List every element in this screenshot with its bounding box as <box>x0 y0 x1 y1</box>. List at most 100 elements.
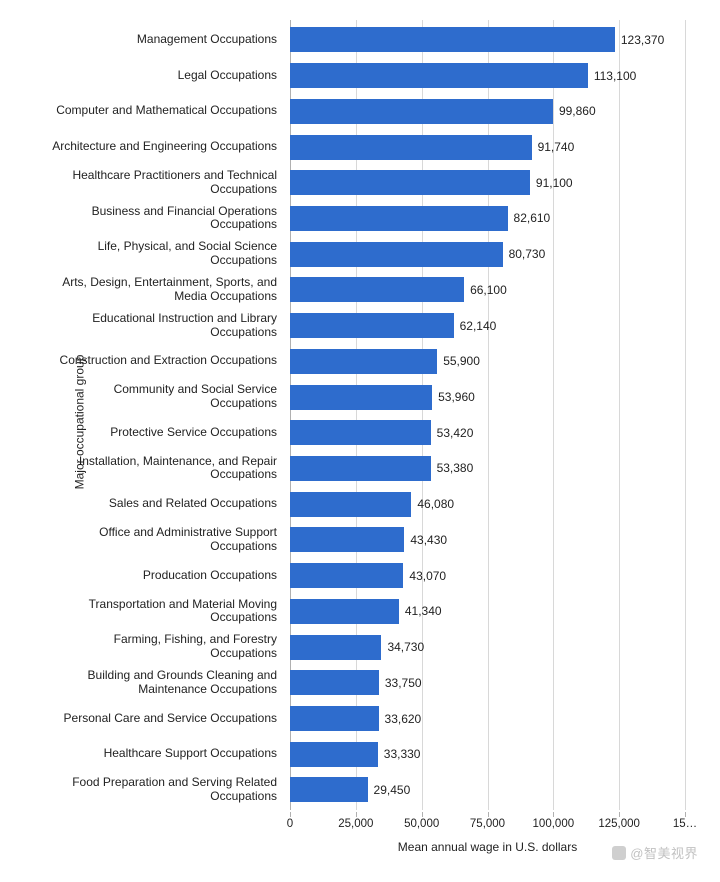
bar-value-label: 113,100 <box>594 69 637 83</box>
category-label: Healthcare Practitioners and Technical O… <box>45 169 283 197</box>
bar[interactable]: 99,860 <box>290 99 553 124</box>
category-label: Life, Physical, and Social Science Occup… <box>45 240 283 268</box>
category-label: Arts, Design, Entertainment, Sports, and… <box>45 276 283 304</box>
bars: 123,370 113,100 99,860 91,740 91,100 82,610 80… <box>290 20 685 810</box>
bar-row: 99,860 <box>290 97 685 125</box>
bar[interactable]: 53,960 <box>290 385 432 410</box>
bar-value-label: 82,610 <box>514 211 551 225</box>
watermark-text: @智美视界 <box>630 846 698 861</box>
category-label: Legal Occupations <box>45 62 283 90</box>
bar-value-label: 62,140 <box>460 319 497 333</box>
bar[interactable]: 33,620 <box>290 706 379 731</box>
bar[interactable]: 80,730 <box>290 242 503 267</box>
bar[interactable]: 55,900 <box>290 349 437 374</box>
x-tick <box>488 812 489 817</box>
x-tick-label: 50,000 <box>404 818 439 830</box>
bar[interactable]: 53,420 <box>290 420 431 445</box>
wage-bar-chart[interactable]: Major occupational group Management Occu… <box>0 0 720 882</box>
bar[interactable]: 113,100 <box>290 63 588 88</box>
bar-row: 55,900 <box>290 347 685 375</box>
category-label: Building and Grounds Cleaning and Mainte… <box>45 669 283 697</box>
bar-value-label: 46,080 <box>417 497 454 511</box>
bar[interactable]: 66,100 <box>290 277 464 302</box>
bar-row: 113,100 <box>290 62 685 90</box>
bar-row: 91,100 <box>290 169 685 197</box>
bar[interactable]: 91,100 <box>290 170 530 195</box>
bar[interactable]: 62,140 <box>290 313 454 338</box>
category-label: Transportation and Material Moving Occup… <box>45 597 283 625</box>
category-label: Protective Service Occupations <box>45 419 283 447</box>
bar-row: 53,380 <box>290 454 685 482</box>
category-label: Producation Occupations <box>45 562 283 590</box>
bar-value-label: 53,960 <box>438 390 475 404</box>
x-tick-label: 125,000 <box>598 818 640 830</box>
category-label: Installation, Maintenance, and Repair Oc… <box>45 454 283 482</box>
bar-row: 91,740 <box>290 133 685 161</box>
bar-row: 123,370 <box>290 26 685 54</box>
x-tick <box>290 812 291 817</box>
bar-value-label: 99,860 <box>559 104 596 118</box>
bar-value-label: 53,380 <box>437 461 474 475</box>
bar-value-label: 80,730 <box>509 247 546 261</box>
category-label: Sales and Related Occupations <box>45 490 283 518</box>
bar-row: 33,620 <box>290 705 685 733</box>
bar-row: 80,730 <box>290 240 685 268</box>
category-label: Business and Financial Operations Occupa… <box>45 204 283 232</box>
bar-row: 82,610 <box>290 204 685 232</box>
bar[interactable]: 123,370 <box>290 27 615 52</box>
bar[interactable]: 53,380 <box>290 456 431 481</box>
bar-value-label: 66,100 <box>470 283 507 297</box>
category-label: Construction and Extraction Occupations <box>45 347 283 375</box>
bar-value-label: 123,370 <box>621 33 664 47</box>
category-label: Office and Administrative Support Occupa… <box>45 526 283 554</box>
bar[interactable]: 43,430 <box>290 527 404 552</box>
bar-row: 43,430 <box>290 526 685 554</box>
x-tick <box>422 812 423 817</box>
bar-value-label: 53,420 <box>437 426 474 440</box>
bar-value-label: 33,620 <box>385 712 422 726</box>
bar-row: 41,340 <box>290 597 685 625</box>
bar-value-label: 29,450 <box>374 783 411 797</box>
category-labels: Management Occupations Legal Occupations C… <box>45 20 283 810</box>
bar-row: 62,140 <box>290 312 685 340</box>
bar-value-label: 41,340 <box>405 604 442 618</box>
bar[interactable]: 34,730 <box>290 635 381 660</box>
watermark-logo-icon <box>612 846 626 860</box>
watermark: @智美视界 <box>612 843 698 862</box>
bar-row: 66,100 <box>290 276 685 304</box>
x-tick-label: 0 <box>287 818 293 830</box>
bar-value-label: 33,750 <box>385 676 422 690</box>
bar-value-label: 43,070 <box>409 569 446 583</box>
bar[interactable]: 91,740 <box>290 135 532 160</box>
x-tick <box>619 812 620 817</box>
x-tick <box>553 812 554 817</box>
bar-row: 34,730 <box>290 633 685 661</box>
bar-row: 46,080 <box>290 490 685 518</box>
category-label: Personal Care and Service Occupations <box>45 705 283 733</box>
x-tick-label: 15… <box>673 818 697 830</box>
category-label: Food Preparation and Serving Related Occ… <box>45 776 283 804</box>
bar[interactable]: 46,080 <box>290 492 411 517</box>
category-label: Educational Instruction and Library Occu… <box>45 312 283 340</box>
x-tick-label: 75,000 <box>470 818 505 830</box>
bar-row: 33,750 <box>290 669 685 697</box>
bar[interactable]: 29,450 <box>290 777 368 802</box>
category-label: Management Occupations <box>45 26 283 54</box>
bar-row: 53,420 <box>290 419 685 447</box>
bar-value-label: 43,430 <box>410 533 447 547</box>
x-tick <box>356 812 357 817</box>
plot-area: 123,370 113,100 99,860 91,740 91,100 82,610 80… <box>290 20 685 810</box>
x-tick-label: 100,000 <box>533 818 575 830</box>
bar[interactable]: 33,330 <box>290 742 378 767</box>
bar[interactable]: 82,610 <box>290 206 508 231</box>
bar-value-label: 91,100 <box>536 176 573 190</box>
bar[interactable]: 41,340 <box>290 599 399 624</box>
x-tick-label: 25,000 <box>338 818 373 830</box>
category-label: Architecture and Engineering Occupations <box>45 133 283 161</box>
bar-row: 29,450 <box>290 776 685 804</box>
gridline <box>685 20 686 810</box>
category-label: Farming, Fishing, and Forestry Occupatio… <box>45 633 283 661</box>
x-tick <box>685 812 686 817</box>
bar[interactable]: 43,070 <box>290 563 403 588</box>
bar[interactable]: 33,750 <box>290 670 379 695</box>
